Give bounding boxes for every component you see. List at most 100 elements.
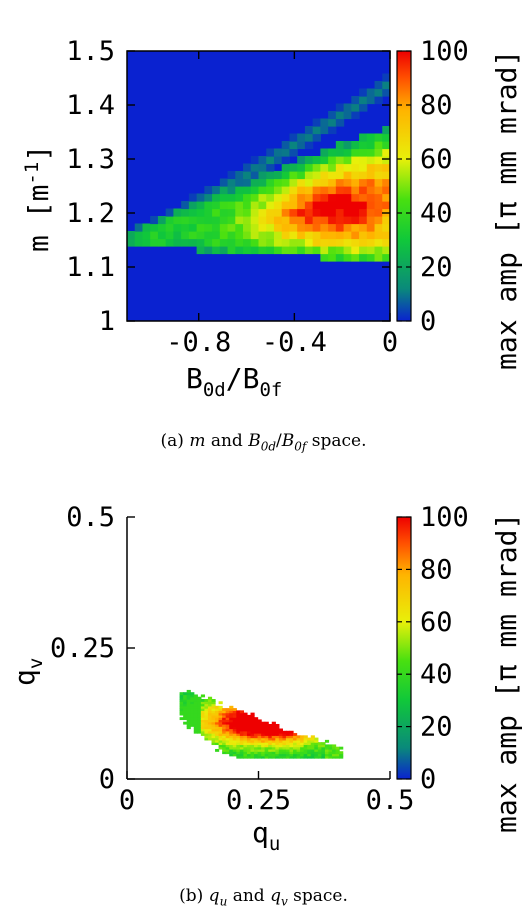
heat-cell-b (190, 692, 195, 696)
heat-cell-b (246, 726, 252, 730)
heat-cell-a (297, 223, 306, 232)
heat-cell-b (207, 708, 213, 711)
heat-cell-b (335, 748, 340, 752)
heat-cell-b (335, 751, 340, 755)
heat-cell-b (222, 746, 227, 750)
heat-cell-a (359, 223, 368, 232)
heat-cell-a (320, 231, 329, 240)
heat-cell-b (215, 735, 220, 739)
heat-cell-a (281, 208, 291, 217)
heat-cell-a (204, 186, 213, 195)
heat-cell-b (197, 730, 202, 734)
heat-cell-a (157, 216, 167, 225)
heat-cell-b (271, 737, 276, 741)
heat-cell-b (239, 737, 244, 741)
heat-cell-a (258, 156, 267, 165)
heat-cell-b (186, 708, 191, 711)
heat-cell-a (320, 201, 329, 210)
heat-cell-b (335, 753, 340, 757)
heat-cell-b (250, 737, 255, 741)
heat-cell-a (258, 238, 267, 247)
heat-cell-b (282, 746, 287, 750)
heat-cell-b (317, 748, 322, 752)
heat-cell-b (222, 714, 227, 718)
heat-cell-b (254, 753, 259, 757)
heat-cell-b (218, 705, 223, 709)
heat-cell-b (243, 730, 248, 734)
heat-cell-b (200, 710, 206, 714)
heat-cell-b (250, 742, 255, 746)
heat-cell-b (254, 730, 259, 734)
heat-cell-b (324, 746, 330, 750)
heat-cell-a (304, 163, 314, 172)
heat-cell-b (300, 739, 305, 743)
colorbar-tick-label: 60 (420, 607, 453, 638)
heat-cell-a (351, 96, 360, 105)
heat-cell-b (289, 735, 294, 739)
heat-cell-b (310, 748, 315, 752)
heat-cell-b (232, 728, 237, 732)
heat-cell-b (324, 753, 330, 757)
heat-cell-b (207, 696, 213, 700)
heat-cell-a (281, 163, 291, 172)
heat-cell-b (310, 739, 315, 743)
heat-cell-b (193, 696, 198, 700)
heat-cell-b (289, 737, 294, 741)
heat-cell-a (235, 238, 244, 247)
heat-cell-b (296, 744, 301, 748)
heat-cell-a (351, 171, 360, 180)
heat-cell-a (157, 231, 167, 240)
heat-cell-b (232, 721, 237, 725)
heat-cell-a (281, 178, 291, 187)
heat-cell-a (196, 238, 205, 247)
heat-cell-a (351, 238, 360, 247)
heat-cell-b (296, 742, 301, 746)
heat-cell-b (250, 719, 255, 723)
heat-cell-a (328, 246, 337, 255)
x-tick-label-a: 0 (382, 327, 398, 358)
heat-cell-b (261, 726, 266, 730)
colorbar-tick-label: 80 (420, 554, 453, 585)
heat-cell-b (200, 701, 206, 705)
colorbar-tick-label: 60 (420, 144, 453, 175)
caption-b: (b) qu and qv space. (179, 886, 348, 909)
heat-cell-b (264, 748, 269, 752)
heat-cell-a (320, 216, 329, 225)
heat-cell-a (328, 178, 337, 187)
heat-cell-a (266, 186, 275, 195)
heat-cell-a (343, 223, 352, 232)
heat-cell-b (204, 726, 209, 730)
heat-cell-a (382, 126, 390, 135)
heat-cell-b (278, 748, 283, 752)
heat-cell-a (134, 238, 144, 247)
heat-cell-b (229, 742, 234, 746)
heat-cell-a (343, 171, 352, 180)
heat-cell-a (250, 156, 260, 165)
heat-cell-a (258, 186, 267, 195)
heat-cell-b (307, 755, 312, 759)
heat-cell-b (310, 744, 315, 748)
heat-cell-b (225, 746, 230, 750)
heat-cell-a (359, 208, 368, 217)
heat-cell-b (218, 744, 223, 748)
heat-cell-b (254, 748, 259, 752)
heat-cell-a (196, 201, 205, 210)
heat-cell-b (268, 755, 273, 759)
heat-cell-b (236, 719, 241, 723)
heat-cell-a (250, 208, 260, 217)
heat-cell-a (374, 208, 383, 217)
heat-cell-b (243, 714, 248, 718)
heat-cell-a (374, 253, 383, 262)
heat-cell-b (285, 739, 291, 743)
heat-cell-a (289, 246, 298, 255)
heat-cell-b (236, 753, 241, 757)
heat-cell-a (366, 216, 376, 225)
heat-cell-b (278, 728, 283, 732)
heat-cell-b (229, 721, 234, 725)
colorbar-tick-label: 100 (420, 36, 469, 67)
heat-cell-b (197, 712, 202, 716)
heat-cell-b (229, 737, 234, 741)
heat-cell-a (359, 253, 368, 262)
x-tick-label-a: -0.4 (262, 327, 327, 358)
